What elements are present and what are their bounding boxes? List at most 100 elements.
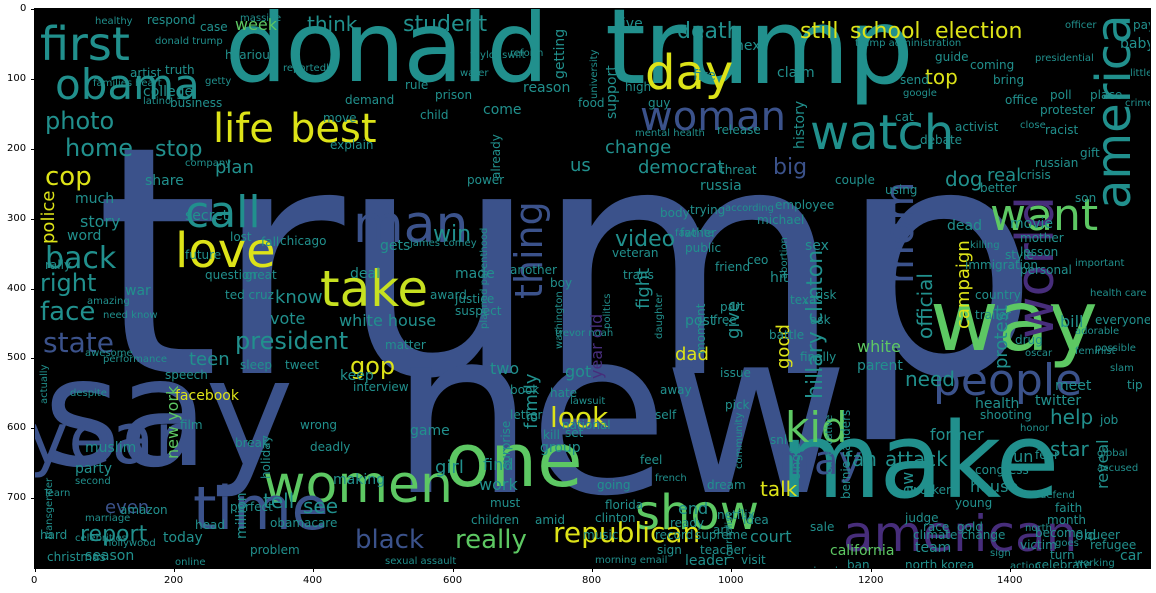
x-tick-label: 1000 <box>718 575 744 586</box>
word-debate: debate <box>920 133 963 147</box>
word-video: video <box>615 227 676 252</box>
word-rally: rally <box>45 258 72 272</box>
word-fear: fear <box>1035 448 1059 462</box>
word-obamacare: obamacare <box>270 516 338 530</box>
word-gets: gets <box>380 238 411 254</box>
word-move: move <box>323 111 357 125</box>
word-going: going <box>597 478 631 492</box>
word-must: must <box>490 496 521 510</box>
word-hate: hate <box>550 386 578 400</box>
word-set: set <box>565 426 584 440</box>
word-massive: massive <box>240 13 282 24</box>
word-style: style <box>1005 248 1034 262</box>
word-watch: watch <box>810 105 955 161</box>
x-tick <box>174 568 175 572</box>
word-war: war <box>125 283 151 299</box>
word-idea: idea <box>743 513 769 527</box>
word-daughter: daughter <box>654 293 665 339</box>
word-car: car <box>1120 548 1143 564</box>
word-question: question <box>205 268 257 282</box>
word-republican: republican <box>553 516 701 549</box>
word-sexual-assault: sexual assault <box>385 556 457 567</box>
y-tick <box>31 428 35 429</box>
word-employee: employee <box>775 198 835 212</box>
word-families: families <box>93 78 133 89</box>
word-twitter: twitter <box>1035 393 1082 409</box>
word-music: music <box>583 528 619 542</box>
word-release: release <box>717 123 761 137</box>
word-made: made <box>455 266 495 282</box>
word-public: public <box>685 241 722 255</box>
word-stop: stop <box>155 137 203 162</box>
word-share: share <box>145 173 184 189</box>
word-election: election <box>935 19 1023 44</box>
word-become: become <box>1035 526 1084 540</box>
word-amazing: amazing <box>87 296 130 307</box>
word-campaign: campaign <box>953 240 974 329</box>
word-health: health <box>975 396 1020 412</box>
word-dream: dream <box>707 478 746 492</box>
word-game: game <box>410 423 450 439</box>
word-michael: michael <box>757 213 805 227</box>
y-tick <box>31 9 35 10</box>
y-tick <box>31 498 35 499</box>
word-crisis: crisis <box>1020 168 1051 182</box>
word-white: white <box>857 337 901 356</box>
word-celebrities: celebrities <box>75 533 127 544</box>
word-muslim: muslim <box>85 440 137 456</box>
word-way: way <box>930 272 1098 370</box>
word-protester: protester <box>1040 103 1095 117</box>
word-honor: honor <box>1020 423 1050 434</box>
word-tell: tell <box>263 489 295 513</box>
word-climate-change: climate change <box>913 528 1006 542</box>
word-national: national <box>562 418 611 432</box>
word-pay: pay <box>1133 18 1150 32</box>
word-performance: performance <box>103 354 168 365</box>
word-teacher: teacher <box>700 543 746 557</box>
word-ask: ask <box>810 313 831 327</box>
word-former: former <box>930 425 984 444</box>
word-children: children <box>471 513 520 527</box>
word-house: house <box>970 477 1019 496</box>
word-know: know <box>275 287 323 308</box>
word-week: week <box>235 15 278 34</box>
word-country: country <box>975 288 1021 302</box>
word-parent: parent <box>857 358 903 374</box>
word-look: look <box>550 401 609 434</box>
word-slam: slam <box>1110 363 1134 374</box>
word-away: away <box>660 383 692 397</box>
word-racist: racist <box>1045 123 1079 137</box>
word-gun: gun <box>1003 447 1034 466</box>
word-possible: possible <box>1095 343 1136 354</box>
word-trump-large: trump <box>95 78 1040 448</box>
word-college: college <box>143 84 194 100</box>
word-veteran: veteran <box>612 246 659 260</box>
word-job: job <box>1100 413 1119 427</box>
word-trump-top: trump <box>605 9 914 108</box>
word-sleep: sleep <box>240 358 272 372</box>
word-us: us <box>570 155 591 176</box>
word-wrong: wrong <box>300 418 338 432</box>
word-want: want <box>990 190 1099 241</box>
word-surprise: surprise <box>499 420 513 469</box>
word-crime: crime <box>1125 98 1150 109</box>
x-tick <box>731 568 732 572</box>
word-french: french <box>655 473 687 484</box>
word-working: working <box>1075 558 1115 569</box>
word-online: online <box>175 557 206 568</box>
word-live: live <box>618 16 643 32</box>
word-fall: fall <box>261 235 280 249</box>
word-dad: dad <box>675 344 709 365</box>
word-issue: issue <box>720 366 751 380</box>
word-high: high <box>625 80 652 94</box>
word-free: free <box>713 313 737 327</box>
word-second: second <box>75 476 111 487</box>
word-refugee: refugee <box>1090 538 1137 552</box>
word-even: even <box>105 497 150 518</box>
word-conservative: conservative <box>824 414 835 479</box>
word-abortion: abortion <box>779 237 790 279</box>
word-taylor-swift: taylor swift <box>470 50 526 61</box>
word-first: first <box>40 17 130 71</box>
word-heart: heart <box>135 78 162 89</box>
word-son: son <box>1075 191 1097 205</box>
